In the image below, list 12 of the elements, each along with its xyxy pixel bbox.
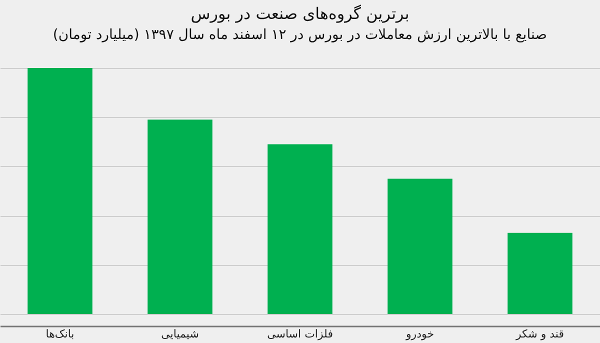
bar xyxy=(28,68,92,314)
chart-title: برترین گروه‌های صنعت در بورس xyxy=(190,4,410,23)
bar xyxy=(268,144,332,314)
x-tick-label: شیمیایی xyxy=(161,328,199,340)
x-tick-label: بانک‌ها xyxy=(46,328,74,340)
x-tick-label: خودرو xyxy=(404,328,434,340)
bar xyxy=(388,178,452,314)
x-tick-label: فلزات اساسی xyxy=(267,328,333,340)
chart-subtitle: صنایع با بالاترین ارزش معاملات در بورس در ۱۲ اسفند ماه سال ۱۳۹۷ (میلیارد تومان) xyxy=(52,27,548,43)
x-tick-label: قند و شکر xyxy=(514,328,564,340)
bar xyxy=(508,232,572,314)
bar xyxy=(148,120,212,314)
